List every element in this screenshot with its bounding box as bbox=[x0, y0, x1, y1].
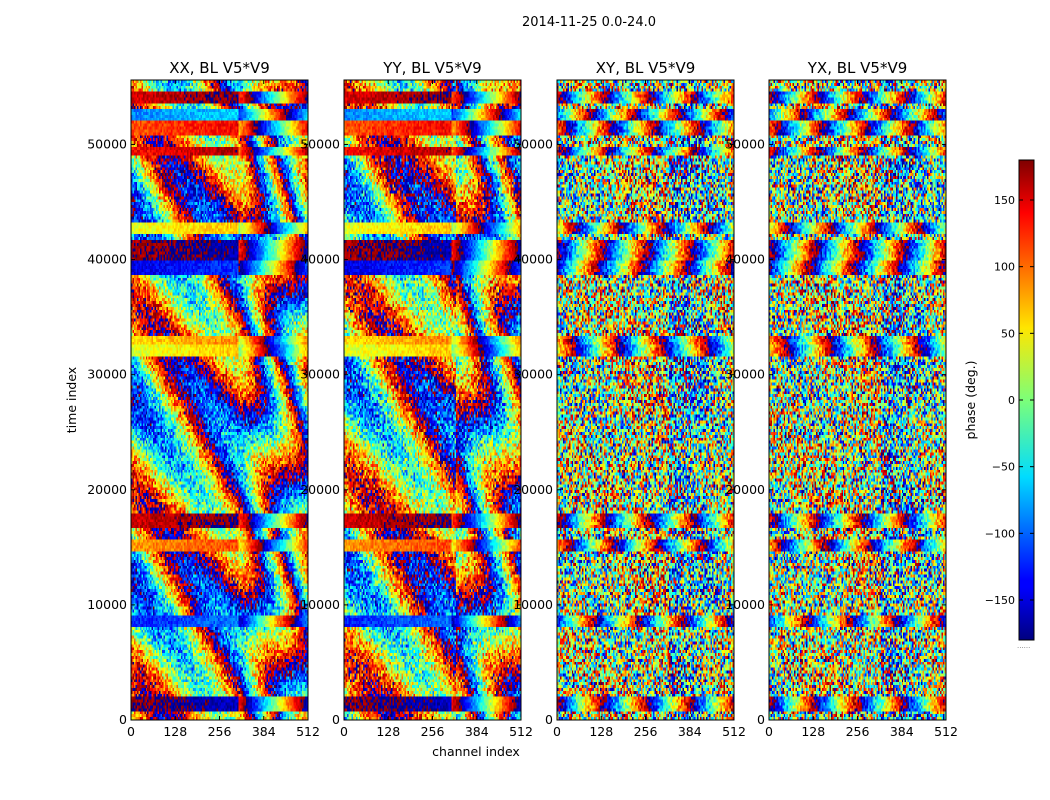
y-tick-label: 0 bbox=[545, 712, 553, 727]
x-axis-label: channel index bbox=[432, 744, 520, 759]
x-tick-label: 128 bbox=[376, 724, 400, 739]
panel-yy-heatmap bbox=[344, 80, 521, 720]
y-tick-label: 40000 bbox=[87, 252, 127, 267]
x-tick-label: 0 bbox=[553, 724, 561, 739]
x-tick-label: 384 bbox=[890, 724, 914, 739]
colorbar-tick-label: 150 bbox=[994, 194, 1015, 207]
y-tick-label: 40000 bbox=[300, 252, 340, 267]
panel-yy: YY, BL V5*V9 0 128 256 384 512 0 10000 20000 3000… bbox=[300, 59, 533, 739]
x-tick-label: 256 bbox=[846, 724, 870, 739]
colorbar-tick-label: −100 bbox=[985, 527, 1015, 540]
x-tick-label: 384 bbox=[252, 724, 276, 739]
y-tick-label: 20000 bbox=[725, 482, 765, 497]
y-tick-label: 30000 bbox=[300, 367, 340, 382]
y-tick-label: 10000 bbox=[513, 597, 553, 612]
panel-yx-title: YX, BL V5*V9 bbox=[807, 59, 908, 77]
x-tick-label: 128 bbox=[801, 724, 825, 739]
x-tick-label: 128 bbox=[589, 724, 613, 739]
x-tick-label: 384 bbox=[678, 724, 702, 739]
x-tick-label: 0 bbox=[127, 724, 135, 739]
x-tick-label: 512 bbox=[296, 724, 320, 739]
y-tick-label: 0 bbox=[332, 712, 340, 727]
chart-title: 2014-11-25 0.0-24.0 bbox=[522, 15, 656, 30]
y-tick-label: 30000 bbox=[87, 367, 127, 382]
colorbar-tick-label: 50 bbox=[1001, 327, 1015, 340]
panel-yx-heatmap bbox=[769, 80, 946, 720]
x-tick-label: 128 bbox=[163, 724, 187, 739]
x-tick-label: 0 bbox=[765, 724, 773, 739]
panel-xx: XX, BL V5*V9 0 128 256 384 512 0 10000 20000 3000… bbox=[87, 59, 320, 739]
colorbar-label: phase (deg.) bbox=[963, 361, 978, 440]
x-tick-label: 512 bbox=[509, 724, 533, 739]
colorbar-footnote: ...... bbox=[1017, 642, 1030, 650]
colorbar-tick-label: 0 bbox=[1008, 394, 1015, 407]
x-tick-label: 512 bbox=[722, 724, 746, 739]
colorbar: −150 −100 −50 0 50 100 150 phase (deg.) ...... bbox=[963, 159, 1035, 650]
x-tick-label: 384 bbox=[465, 724, 489, 739]
panels: XX, BL V5*V9 0 128 256 384 512 0 10000 20000 3000… bbox=[87, 59, 958, 739]
panel-xx-title: XX, BL V5*V9 bbox=[169, 59, 270, 77]
y-tick-label: 10000 bbox=[300, 597, 340, 612]
x-tick-label: 0 bbox=[340, 724, 348, 739]
y-tick-label: 10000 bbox=[87, 597, 127, 612]
x-tick-label: 512 bbox=[934, 724, 958, 739]
y-tick-label: 20000 bbox=[87, 482, 127, 497]
colorbar-tick-label: 100 bbox=[994, 261, 1015, 274]
x-tick-label: 256 bbox=[421, 724, 445, 739]
panel-yy-title: YY, BL V5*V9 bbox=[382, 59, 481, 77]
x-tick-label: 256 bbox=[634, 724, 658, 739]
y-tick-label: 50000 bbox=[87, 136, 127, 151]
x-tick-label: 256 bbox=[208, 724, 232, 739]
y-tick-label: 40000 bbox=[513, 252, 553, 267]
y-tick-label: 30000 bbox=[513, 367, 553, 382]
panel-xy-heatmap bbox=[557, 80, 734, 720]
colorbar-ticks: −150 −100 −50 0 50 100 150 bbox=[985, 194, 1034, 607]
y-tick-label: 50000 bbox=[513, 136, 553, 151]
y-tick-label: 40000 bbox=[725, 252, 765, 267]
panel-xy-title: XY, BL V5*V9 bbox=[596, 59, 696, 77]
panel-yx: YX, BL V5*V9 0 128 256 384 512 0 10000 20000 3000… bbox=[725, 59, 958, 739]
colorbar-tick-label: −50 bbox=[992, 461, 1015, 474]
y-axis-label: time index bbox=[64, 367, 79, 433]
y-tick-label: 30000 bbox=[725, 367, 765, 382]
y-tick-label: 50000 bbox=[300, 136, 340, 151]
panel-xx-heatmap bbox=[131, 80, 308, 720]
colorbar-tick-label: −150 bbox=[985, 594, 1015, 607]
y-tick-label: 50000 bbox=[725, 136, 765, 151]
y-tick-label: 0 bbox=[119, 712, 127, 727]
panel-xy: XY, BL V5*V9 0 128 256 384 512 0 10000 20000 3000… bbox=[513, 59, 746, 739]
y-tick-label: 0 bbox=[757, 712, 765, 727]
y-tick-label: 10000 bbox=[725, 597, 765, 612]
y-tick-label: 20000 bbox=[513, 482, 553, 497]
y-tick-label: 20000 bbox=[300, 482, 340, 497]
